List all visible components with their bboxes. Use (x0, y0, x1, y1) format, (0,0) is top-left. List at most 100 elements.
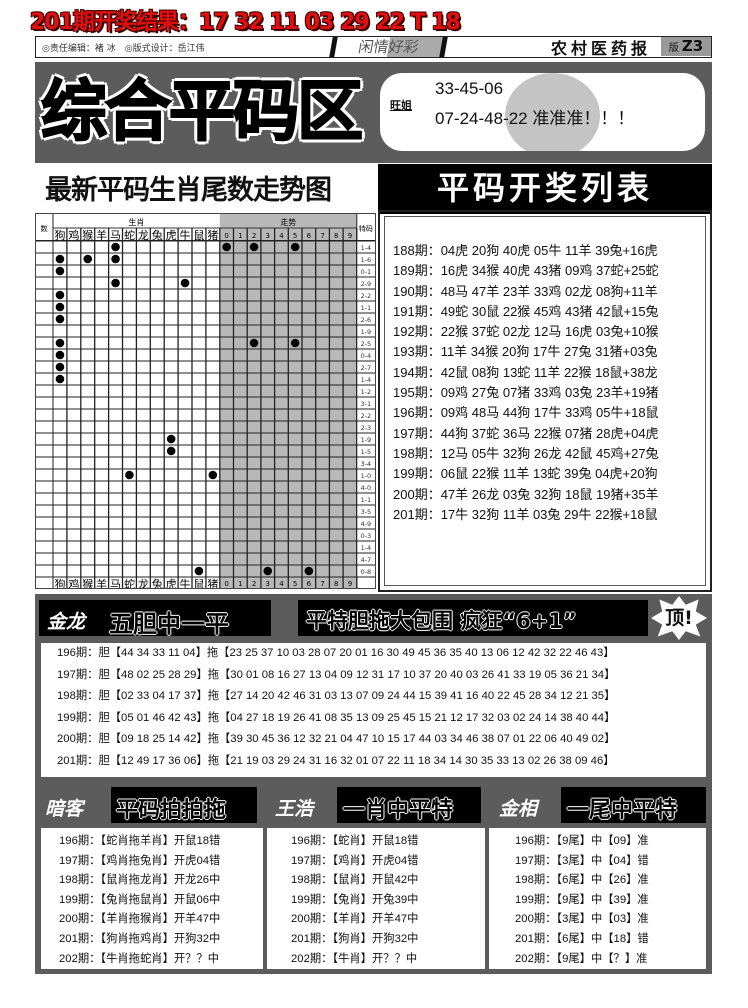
version-label: 版 (668, 43, 679, 54)
zodiac-dot (166, 434, 176, 444)
draw-list-row: 197期：44狗 37蛇 36马 22猴 07猪 28虎+04虎 (393, 425, 659, 441)
column-row: 201期：【6尾】中【18】错 (515, 932, 649, 945)
column-row: 196期：【蛇肖】开鼠18错 (291, 835, 419, 847)
code-cell (357, 265, 375, 277)
code-cell (357, 241, 375, 253)
zodiac-label: 龙 (138, 229, 149, 242)
column-row: 196期：【蛇肖拖羊肖】开鼠18错 (59, 835, 221, 847)
special-code: 1-9 (361, 436, 372, 444)
trend-grid-svg: 数生肖 走势特码狗狗鸡鸡猴猴羊羊马马蛇蛇龙龙兔兔虎虎牛牛鼠鼠猪猪001122334… (36, 214, 375, 588)
special-code: 2-6 (361, 316, 372, 324)
code-cell (357, 445, 375, 457)
zodiac-dot (55, 290, 65, 300)
header-zodiac: 生肖 (128, 217, 144, 227)
tail-dot (249, 338, 259, 348)
code-cell (357, 337, 375, 349)
zodiac-dot (111, 254, 120, 264)
section-banner: 综合平码区 旺姐 33-45-06 07-24-48-22 准准准！！！ (35, 62, 712, 163)
tail-dot (304, 566, 314, 576)
zodiac-label: 鸡 (68, 228, 79, 242)
zodiac-label: 鼠 (193, 228, 204, 242)
zodiac-dot (55, 302, 65, 312)
tail-footer-label: 5 (293, 580, 297, 588)
col1-author: 暗客 (45, 798, 84, 820)
col1-list: 196期：【蛇肖拖羊肖】开鼠18错 197期：【鸡肖拖兔肖】开虎04错 198期：【… (41, 828, 263, 969)
tail-footer-label: 3 (266, 580, 270, 588)
trend-grid: 数生肖 走势 特码狗狗鸡鸡猴猴羊羊马马蛇蛇龙龙兔兔虎虎牛牛鼠鼠猪猪 0 0 1 1 2 2 3 3 4… (35, 213, 376, 589)
special-code: 1-4 (361, 376, 372, 384)
col2-title: 一肖中平特 (343, 798, 454, 823)
zodiac-dot (111, 242, 120, 252)
code-cell (357, 409, 375, 421)
code-cell (357, 541, 375, 553)
five-dan-author: 金龙 (47, 611, 86, 633)
tip-bubble: 旺姐 33-45-06 07-24-48-22 准准准！！！ (380, 73, 705, 151)
special-code: 3-5 (361, 508, 372, 516)
zodiac-dot (111, 278, 120, 288)
column-row: 202期：【牛肖】开？？中 (291, 952, 418, 965)
special-code: 3-1 (361, 400, 372, 408)
column-row: 199期：【9尾】中【39】准 (515, 893, 649, 906)
code-cell (357, 373, 375, 385)
column-row: 197期：【3尾】中【04】错 (515, 854, 649, 867)
column-name: 闲情好彩 (329, 37, 448, 57)
tail-label: 9 (348, 232, 352, 240)
zodiac-dot (55, 338, 65, 348)
special-code: 1-9 (361, 328, 372, 336)
five-dan-row: 197期：胆【48 02 25 28 29】拖【30 01 08 16 27 1… (57, 668, 616, 681)
tail-footer-label: 2 (252, 580, 256, 588)
draw-list-row: 190期：48马 47羊 23羊 33鸡 02龙 08狗+11羊 (393, 283, 658, 299)
column-row: 200期：【3尾】中【03】准 (515, 913, 649, 926)
page-header: ◎责任编辑：褚 冰 ◎版式设计：岳江伟 闲情好彩 农村医药报 版 Z3 (35, 36, 712, 58)
zodiac-dot (83, 254, 93, 264)
col3-title: 一尾中平特 (567, 798, 678, 823)
newspaper-name: 农村医药报 (551, 39, 652, 58)
draw-list-row: 196期：09鸡 48马 44狗 17牛 33鸡 05牛+18鼠 (393, 405, 659, 421)
zodiac-dot (55, 362, 65, 372)
draw-list-row: 200期：47羊 26龙 03兔 32狗 18鼠 19猪+35羊 (393, 486, 659, 502)
special-code: 2-5 (361, 340, 372, 348)
special-code: 2-7 (361, 364, 372, 372)
zodiac-label: 猪 (207, 229, 218, 242)
tail-footer-label: 8 (334, 580, 338, 588)
code-cell (357, 433, 375, 445)
tail-label: 0 (224, 232, 228, 240)
zodiac-label: 马 (110, 229, 121, 242)
col3-list: 196期：【9尾】中【09】准 197期：【3尾】中【04】错 198期：【6尾】中… (489, 828, 706, 969)
special-code: 1-4 (361, 544, 372, 552)
editor-credits: ◎责任编辑：褚 冰 ◎版式设计：岳江伟 (42, 43, 205, 54)
code-cell (357, 457, 375, 469)
tail-footer-label: 7 (320, 580, 324, 588)
tail-dot (222, 242, 231, 252)
column-row: 202期：【9尾】中【？】准 (515, 952, 648, 965)
special-code: 2-3 (361, 424, 372, 432)
tail-footer-label: 4 (279, 580, 284, 588)
zodiac-label: 蛇 (124, 228, 135, 242)
code-cell (357, 553, 375, 565)
column-row: 201期：【狗肖】开狗32中 (291, 932, 419, 945)
column-row: 198期：【6尾】中【26】准 (515, 874, 649, 887)
five-dan-list: 196期：胆【44 34 33 11 04】拖【23 25 37 10 03 2… (41, 643, 706, 777)
code-cell (357, 349, 375, 361)
special-code: 2-2 (361, 292, 372, 300)
draw-list-title: 平码开奖列表 (378, 164, 712, 214)
draw-list-row: 192期：22猴 37蛇 02龙 12马 16虎 03兔+10猴 (393, 324, 659, 340)
special-code: 3-4 (361, 460, 372, 468)
draw-list-row: 189期：16虎 34猴 40虎 43猪 09鸡 37蛇+25蛇 (393, 263, 659, 279)
tail-label: 2 (252, 232, 256, 240)
zodiac-dot (208, 470, 218, 480)
code-cell (357, 481, 375, 493)
zodiac-footer-label: 狗 (54, 578, 65, 588)
col1-title-bar: 暗客 平码拍拍拖 (39, 785, 257, 825)
zodiac-footer-label: 牛 (180, 577, 191, 588)
column-row: 197期：【鸡肖拖兔肖】开虎04错 (59, 854, 221, 867)
zodiac-label: 猴 (82, 228, 93, 242)
tail-dot (290, 338, 300, 348)
special-code: 4-7 (361, 556, 372, 564)
tail-label: 5 (293, 232, 297, 240)
five-dan-row: 198期：胆【02 33 04 17 37】拖【27 14 20 42 46 3… (57, 690, 616, 702)
zodiac-dot (55, 374, 65, 384)
five-dan-row: 196期：胆【44 34 33 11 04】拖【23 25 37 10 03 2… (57, 647, 615, 659)
special-code: 1-0 (361, 472, 372, 480)
zodiac-dot (180, 278, 190, 288)
